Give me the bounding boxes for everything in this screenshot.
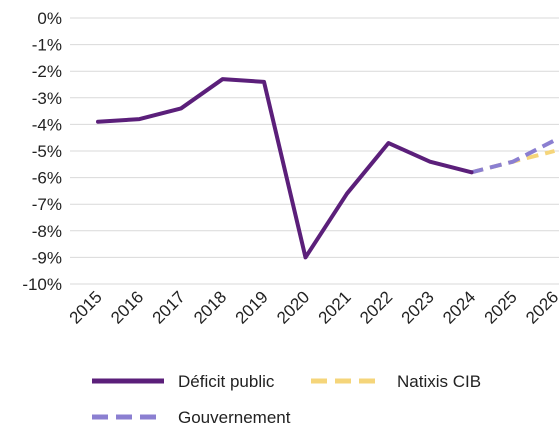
legend-item-deficit-public: Déficit public [92, 372, 275, 391]
legend-item-gouvernement: Gouvernement [92, 408, 291, 425]
x-tick-label: 2015 [66, 287, 106, 327]
x-tick-label: 2020 [273, 287, 313, 327]
y-tick-label: 0% [37, 9, 62, 28]
y-tick-label: -9% [32, 248, 62, 267]
series-lines [96, 77, 556, 260]
y-tick-label: -5% [32, 142, 62, 161]
legend-item-natixis-cib: Natixis CIB [311, 372, 481, 391]
x-tick-label: 2026 [522, 287, 559, 327]
legend: Déficit public Natixis CIB Gouvernement [92, 372, 481, 425]
x-tick-label: 2025 [481, 287, 521, 327]
y-tick-label: -1% [32, 36, 62, 55]
x-tick-label: 2016 [107, 287, 147, 327]
x-axis-labels: 2015 2016 2017 2018 2019 2020 2021 2022 2023 2024… [66, 287, 559, 327]
x-tick-label: 2018 [190, 287, 230, 327]
series-line-gouvernement [471, 138, 556, 175]
x-tick-label: 2021 [315, 287, 355, 327]
legend-label-natixis-cib: Natixis CIB [397, 372, 481, 391]
series-line-d-ficit-public [96, 77, 474, 260]
y-tick-label: -10% [22, 275, 62, 294]
y-tick-label: -6% [32, 169, 62, 188]
legend-label-gouvernement: Gouvernement [178, 408, 291, 425]
y-tick-label: -3% [32, 89, 62, 108]
y-tick-label: -8% [32, 222, 62, 241]
x-tick-label: 2019 [232, 287, 272, 327]
y-tick-label: -4% [32, 115, 62, 134]
x-tick-label: 2022 [356, 287, 396, 327]
x-tick-label: 2023 [398, 287, 438, 327]
y-tick-label: -7% [32, 195, 62, 214]
x-tick-label: 2024 [439, 287, 479, 327]
legend-label-deficit-public: Déficit public [178, 372, 275, 391]
x-tick-label: 2017 [149, 287, 189, 327]
y-tick-label: -2% [32, 62, 62, 81]
gridlines [70, 17, 559, 285]
y-axis-labels: 0% -1% -2% -3% -4% -5% -6% -7% -8% -9% -10% [22, 9, 62, 294]
